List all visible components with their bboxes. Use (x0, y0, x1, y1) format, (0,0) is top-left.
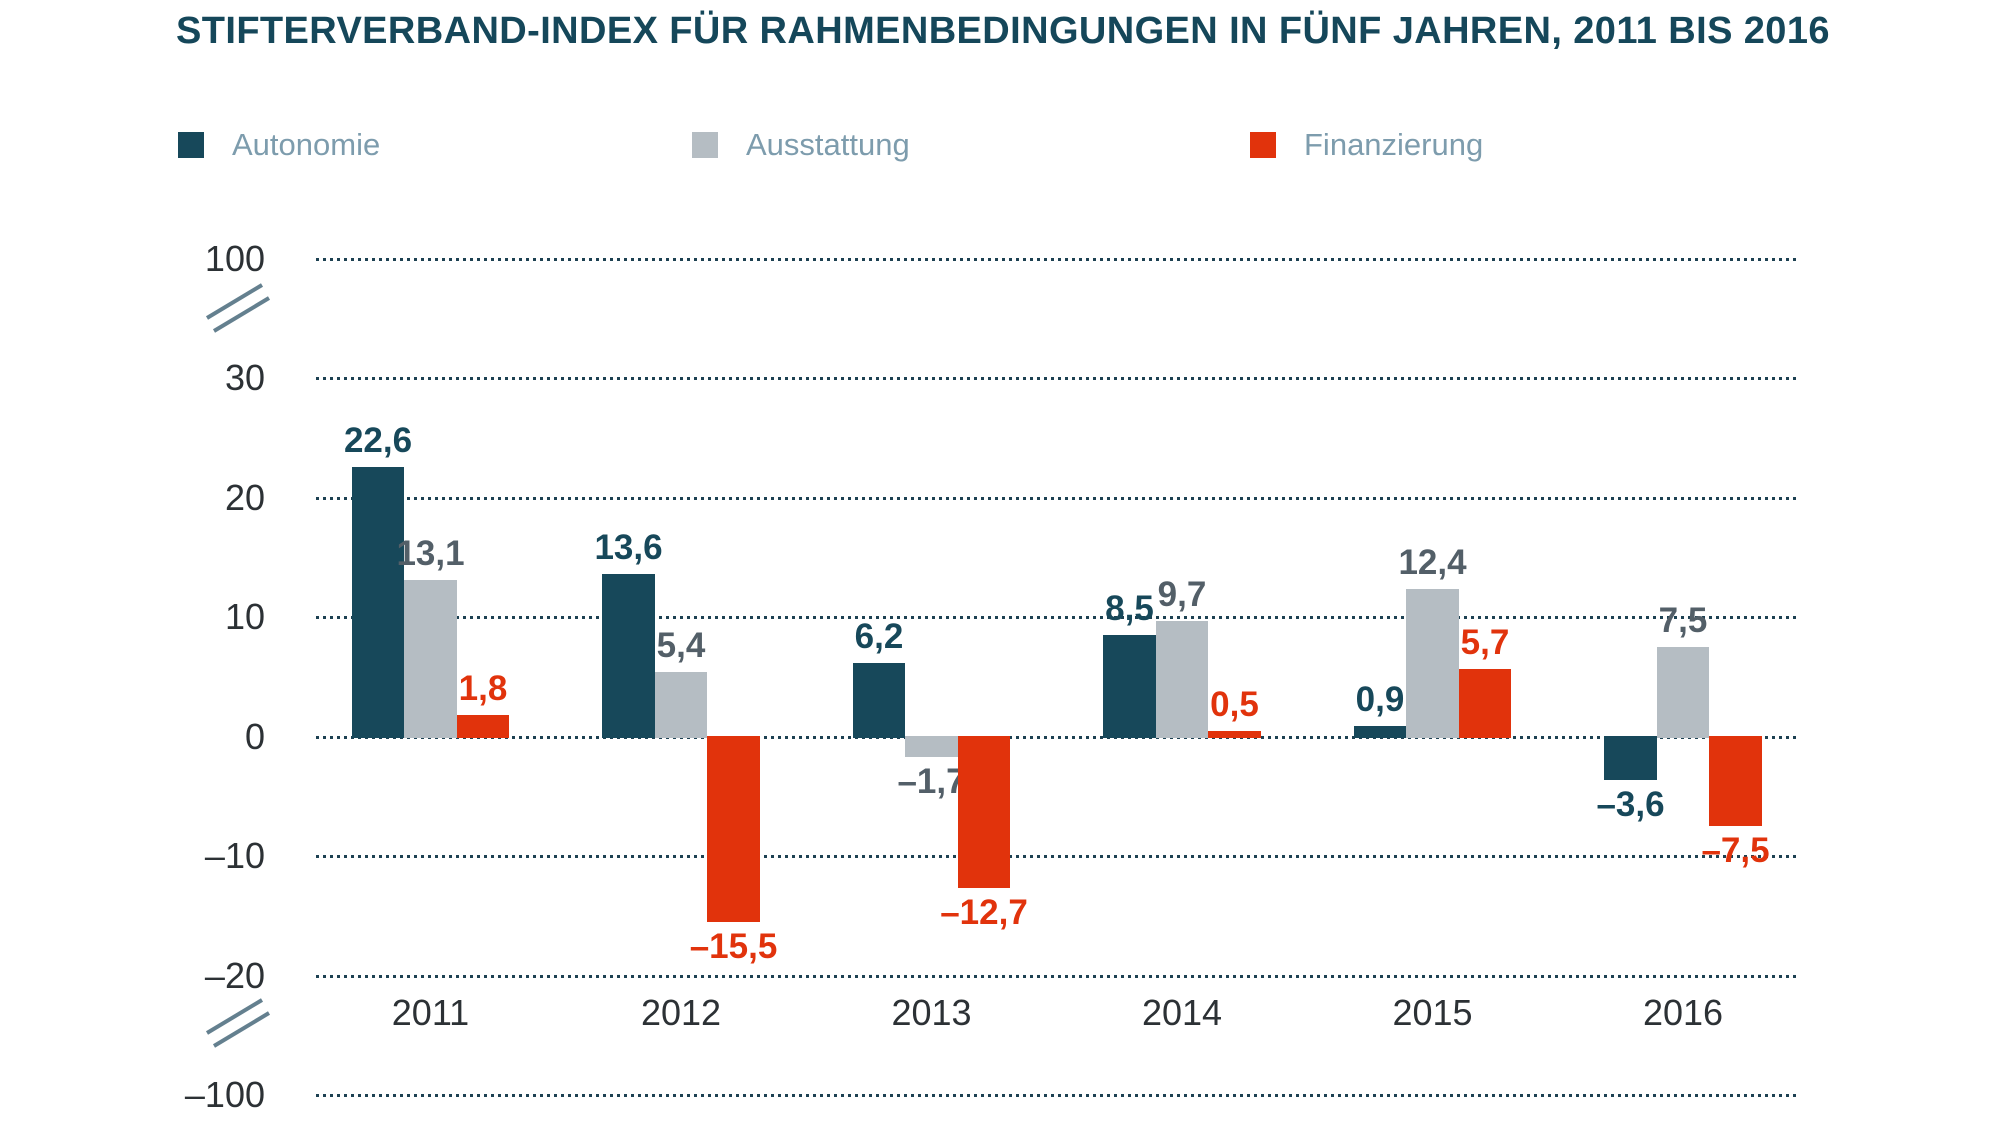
x-category-label-2013: 2013 (891, 992, 972, 1033)
axis-break-icon-bottom (203, 996, 273, 1050)
gridline-0 (316, 735, 1797, 739)
value-label-ausstattung-2014: 9,7 (1157, 574, 1207, 614)
bar-ausstattung-2014 (1155, 620, 1209, 739)
value-label-ausstattung-2016: 7,5 (1658, 601, 1708, 641)
value-label-autonomie-2013: 6,2 (854, 616, 904, 656)
value-label-ausstattung-2011: 13,1 (396, 534, 465, 574)
value-label-finanzierung-2012: –15,5 (689, 926, 778, 966)
bar-autonomie-2014 (1103, 635, 1156, 739)
x-category-label-2016: 2016 (1642, 992, 1724, 1033)
bar-finanzierung-2011 (456, 715, 510, 739)
legend-item-autonomie: Autonomie (178, 127, 380, 162)
value-label-finanzierung-2016: –7,5 (1701, 831, 1770, 871)
y-tick-label-0: 0 (244, 715, 265, 757)
legend-swatch-ausstattung-icon (692, 132, 718, 158)
bar-finanzierung-2016 (1709, 736, 1762, 827)
bar-autonomie-2011 (351, 466, 405, 739)
bar-autonomie-2012 (602, 574, 655, 739)
legend-item-finanzierung: Finanzierung (1250, 127, 1483, 162)
y-tick-label--20: –20 (204, 954, 265, 996)
gridline--10 (316, 855, 1797, 859)
legend-label-autonomie: Autonomie (232, 127, 381, 162)
value-label-autonomie-2012: 13,6 (594, 528, 663, 568)
x-category-label-2011: 2011 (391, 992, 470, 1033)
bar-finanzierung-2014 (1208, 730, 1261, 739)
value-label-ausstattung-2015: 12,4 (1398, 542, 1467, 582)
bar-ausstattung-2012 (654, 672, 708, 739)
bar-autonomie-2013 (852, 662, 906, 739)
bar-ausstattung-2011 (404, 580, 457, 739)
axis-break-icon-top (203, 281, 273, 335)
value-label-autonomie-2016: –3,6 (1596, 784, 1665, 824)
x-category-label-2014: 2014 (1141, 992, 1223, 1033)
bar-autonomie-2016 (1604, 736, 1657, 780)
gridline-100 (316, 258, 1797, 261)
bar-finanzierung-2013 (957, 736, 1011, 889)
y-tick-label-10: 10 (224, 596, 265, 638)
bar-finanzierung-2015 (1458, 668, 1512, 739)
value-label-ausstattung-2012: 5,4 (656, 626, 706, 666)
bar-ausstattung-2015 (1406, 588, 1459, 739)
value-label-autonomie-2014: 8,5 (1105, 589, 1154, 629)
value-label-ausstattung-2013: –1,7 (897, 762, 966, 802)
value-label-finanzierung-2015: 5,7 (1460, 622, 1510, 662)
y-tick-label--100: –100 (184, 1074, 265, 1115)
gridline-10 (316, 616, 1797, 620)
bar-ausstattung-2013 (905, 736, 958, 758)
value-label-finanzierung-2014: 0,5 (1210, 684, 1259, 724)
value-label-finanzierung-2013: –12,7 (940, 893, 1028, 933)
value-label-autonomie-2011: 22,6 (343, 420, 413, 460)
y-tick-label-20: 20 (224, 476, 265, 518)
legend-swatch-finanzierung-icon (1250, 132, 1276, 158)
legend-item-ausstattung: Ausstattung (692, 127, 910, 162)
bar-ausstattung-2016 (1656, 647, 1710, 739)
x-category-label-2015: 2015 (1392, 992, 1473, 1033)
value-label-finanzierung-2011: 1,8 (458, 669, 508, 709)
legend-label-finanzierung: Finanzierung (1304, 127, 1484, 162)
legend-label-ausstattung: Ausstattung (746, 127, 910, 162)
legend-swatch-autonomie-icon (178, 132, 204, 158)
gridline--20 (316, 974, 1797, 978)
y-tick-label--10: –10 (204, 835, 265, 877)
value-label-autonomie-2015: 0,9 (1355, 679, 1405, 719)
gridline--100 (316, 1094, 1797, 1097)
x-category-label-2012: 2012 (640, 992, 722, 1033)
bar-autonomie-2015 (1353, 725, 1407, 739)
y-tick-label-30: 30 (224, 357, 265, 399)
chart-title: STIFTERVERBAND-INDEX FÜR RAHMENBEDINGUNG… (176, 10, 1830, 52)
gridline-30 (316, 377, 1797, 381)
gridline-20 (316, 496, 1797, 500)
bar-finanzierung-2012 (707, 736, 760, 922)
y-tick-label-100: 100 (204, 238, 265, 279)
